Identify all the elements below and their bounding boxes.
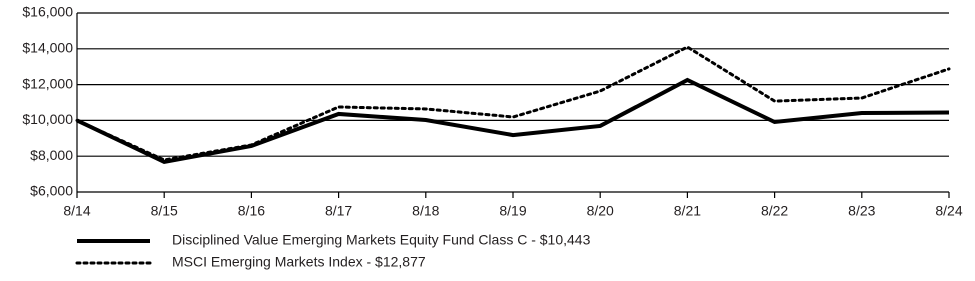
y-tick-label: $6,000 [30, 183, 73, 199]
y-tick-label: $8,000 [30, 147, 73, 163]
y-tick-label: $10,000 [22, 111, 73, 127]
x-tick-label: 8/24 [935, 203, 962, 219]
y-tick-label: $12,000 [22, 75, 73, 91]
x-tick-label: 8/14 [63, 203, 90, 219]
x-tick-label: 8/18 [412, 203, 439, 219]
x-tick-label: 8/16 [238, 203, 265, 219]
x-tick-label: 8/21 [674, 203, 701, 219]
legend-label: Disciplined Value Emerging Markets Equit… [172, 232, 591, 248]
y-tick-label: $14,000 [22, 40, 73, 56]
x-tick-label: 8/15 [151, 203, 178, 219]
legend-label: MSCI Emerging Markets Index - $12,877 [172, 254, 426, 270]
x-tick-label: 8/19 [499, 203, 526, 219]
x-tick-label: 8/17 [325, 203, 352, 219]
x-tick-label: 8/23 [848, 203, 875, 219]
series-line [75, 45, 951, 162]
x-tick-label: 8/22 [761, 203, 788, 219]
y-tick-label: $16,000 [22, 4, 73, 20]
x-tick-label: 8/20 [587, 203, 614, 219]
